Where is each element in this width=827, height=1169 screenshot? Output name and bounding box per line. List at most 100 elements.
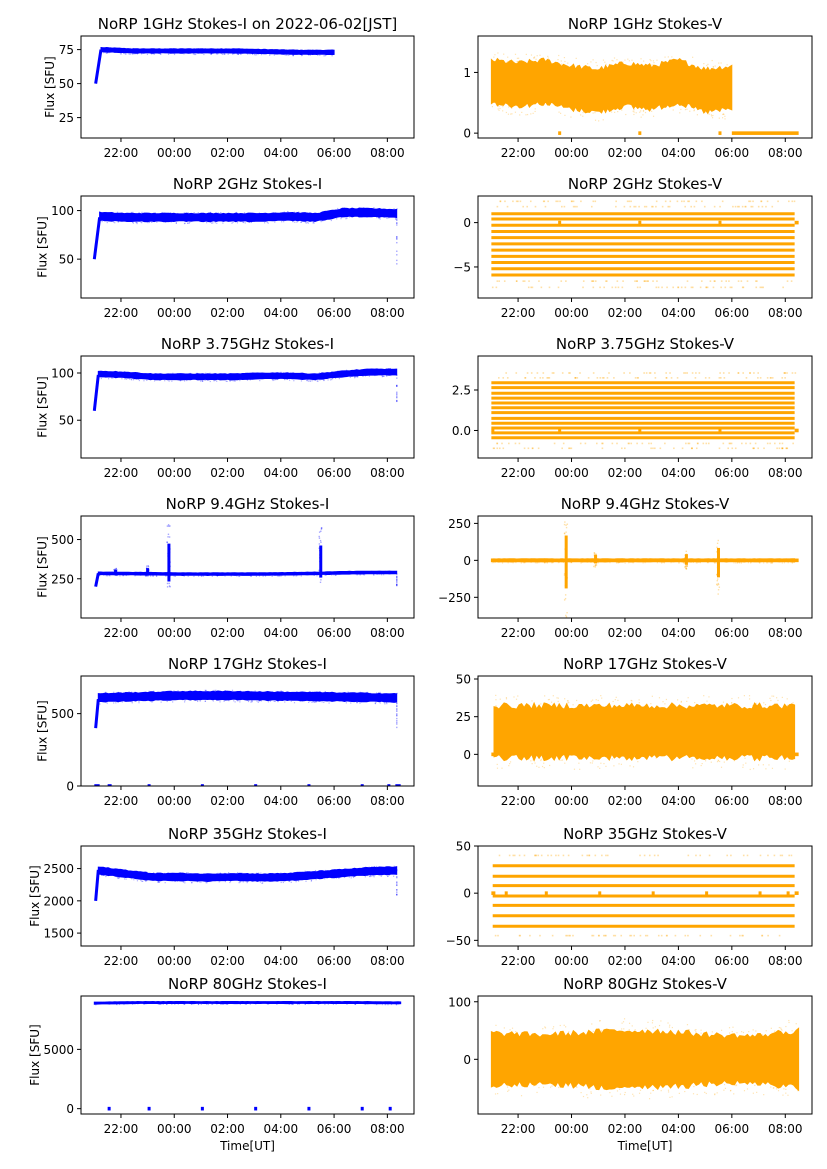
data-point — [732, 1026, 734, 1028]
data-point — [202, 572, 204, 574]
data-point — [622, 280, 624, 282]
data-point — [232, 1001, 234, 1003]
data-point — [146, 568, 149, 570]
data-point — [659, 447, 662, 450]
y-tick-label: 25 — [59, 111, 74, 125]
y-tick-label: 0 — [463, 554, 471, 568]
data-point — [770, 558, 773, 561]
data-point — [665, 372, 667, 374]
data-point — [600, 558, 602, 560]
data-point — [325, 574, 327, 576]
data-point — [580, 562, 582, 564]
data-point — [592, 699, 594, 701]
data-point — [313, 222, 315, 224]
x-tick-label: 08:00 — [768, 1122, 803, 1136]
data-point — [493, 56, 495, 58]
data-point — [640, 116, 642, 118]
data-point — [651, 695, 653, 697]
data-point — [507, 113, 510, 115]
data-point — [159, 53, 161, 55]
data-point — [238, 691, 240, 693]
data-point — [219, 872, 221, 874]
data-point — [655, 757, 657, 759]
data-point — [376, 1003, 378, 1006]
data-point — [722, 372, 725, 374]
data-point — [335, 371, 337, 374]
data-point — [136, 48, 139, 50]
data-point — [103, 571, 105, 574]
data-point — [783, 562, 786, 564]
data-point — [355, 571, 357, 573]
data-point — [496, 767, 499, 769]
data-point — [145, 575, 147, 577]
data-point — [381, 574, 383, 576]
data-point — [786, 704, 789, 706]
data-point — [696, 562, 698, 564]
data-point — [114, 569, 117, 571]
data-point — [170, 373, 172, 375]
data-point — [722, 113, 725, 115]
data-zero-mark — [558, 220, 562, 225]
data-point — [711, 558, 713, 560]
data-point — [354, 868, 356, 870]
data-point — [695, 372, 697, 374]
data-point — [396, 573, 398, 575]
data-point — [605, 934, 607, 937]
data-point — [648, 854, 651, 857]
data-point — [199, 572, 201, 574]
data-point — [108, 52, 110, 54]
data-point — [252, 372, 255, 374]
data-point — [170, 690, 172, 692]
data-point — [216, 380, 218, 382]
data-point — [749, 558, 751, 560]
data-point — [619, 1088, 621, 1090]
data-point — [360, 701, 362, 703]
data-point — [536, 55, 538, 57]
data-point — [160, 701, 162, 703]
data-point — [593, 559, 595, 561]
data-point — [695, 1031, 697, 1033]
data-point — [147, 571, 149, 573]
y-tick-label: 0 — [66, 780, 74, 794]
data-point — [133, 879, 135, 881]
data-point — [664, 200, 667, 203]
data-point — [101, 867, 103, 869]
data-point — [633, 111, 635, 113]
data-point — [568, 447, 570, 450]
data-point — [205, 372, 207, 374]
data-point — [183, 575, 185, 577]
data-point — [146, 879, 148, 882]
axes-frame — [80, 675, 415, 787]
data-point — [592, 1030, 594, 1032]
data-point — [777, 200, 779, 203]
data-point — [503, 280, 506, 282]
data-point — [643, 280, 646, 282]
data-point — [141, 222, 143, 224]
data-point — [720, 62, 722, 64]
data-point — [578, 558, 580, 560]
data-point — [785, 1025, 787, 1028]
data-point — [216, 222, 218, 224]
data-point — [152, 53, 154, 55]
data-point — [319, 691, 321, 693]
data-point — [655, 200, 658, 203]
x-tick-label: 02:00 — [210, 626, 245, 640]
data-point — [543, 558, 546, 560]
data-point — [687, 854, 690, 857]
data-point — [231, 572, 233, 574]
data-point — [169, 551, 171, 553]
data-point — [218, 881, 220, 883]
data-point — [590, 61, 592, 63]
data-point — [396, 702, 398, 704]
data-point — [228, 700, 230, 702]
data-point — [235, 211, 237, 214]
data-point — [345, 868, 348, 870]
data-point — [320, 527, 323, 529]
x-tick-label: 06:00 — [317, 794, 352, 808]
data-point — [396, 693, 398, 695]
plot-area — [491, 854, 799, 937]
data-point — [368, 866, 370, 868]
data-point — [786, 447, 788, 450]
data-point — [164, 221, 167, 223]
data-point — [330, 219, 332, 222]
